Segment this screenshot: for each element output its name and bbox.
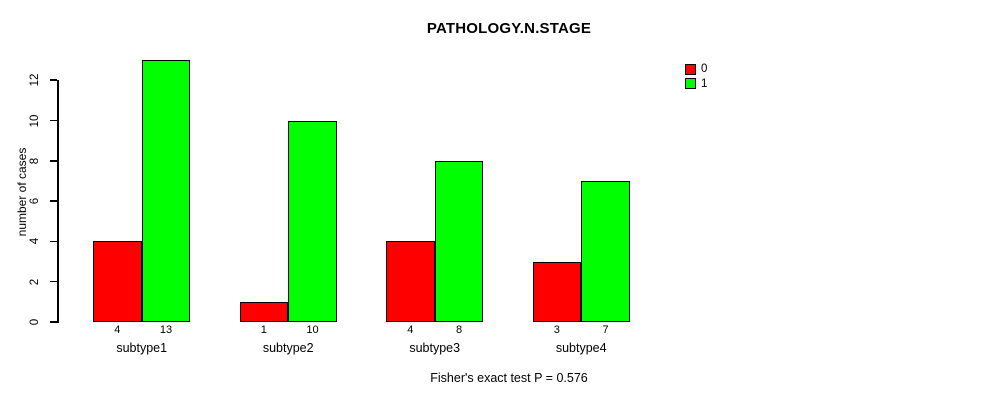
category-label-subtype1: subtype1 — [116, 341, 168, 355]
bar-count-subtype3-series1: 8 — [455, 324, 463, 336]
legend-label-1: 1 — [701, 77, 708, 90]
bar-count-subtype2-series0: 1 — [260, 324, 267, 336]
y-tick-mark — [50, 160, 57, 162]
y-tick-mark — [50, 280, 57, 283]
y-tick-mark — [50, 200, 57, 202]
legend-row-0: 0 — [685, 63, 707, 75]
legend-swatch-1 — [685, 78, 696, 89]
bar-subtype4-series1 — [581, 180, 630, 322]
chart-title: PATHOLOGY.N.STAGE — [426, 20, 592, 37]
bar-count-subtype2-series1: 10 — [306, 324, 319, 336]
category-label-subtype2: subtype2 — [262, 341, 314, 355]
bar-subtype3-series0 — [386, 241, 435, 322]
bar-subtype1-series0 — [93, 241, 142, 322]
legend-label-0: 0 — [701, 63, 708, 75]
y-tick-label: 12 — [29, 73, 41, 87]
bar-subtype2-series1 — [288, 120, 337, 322]
bar-subtype2-series0 — [239, 301, 289, 322]
y-tick-label: 2 — [29, 278, 41, 285]
y-tick-mark — [50, 119, 57, 122]
bar-count-subtype1-series1: 13 — [159, 324, 173, 336]
bar-count-subtype1-series0: 4 — [114, 324, 121, 336]
category-label-subtype4: subtype4 — [555, 341, 607, 355]
y-tick-mark — [50, 321, 57, 323]
y-tick-label: 6 — [29, 197, 41, 205]
y-tick-mark — [50, 240, 57, 243]
bar-subtype1-series1 — [141, 60, 191, 322]
bar-subtype3-series1 — [434, 160, 484, 322]
category-label-subtype3: subtype3 — [409, 341, 461, 355]
legend-swatch-0 — [685, 63, 696, 75]
y-tick-label: 0 — [29, 318, 41, 326]
y-tick-label: 10 — [29, 114, 41, 127]
y-axis-line — [57, 80, 59, 323]
bar-count-subtype4-series0: 3 — [553, 324, 560, 336]
legend-row-1: 1 — [685, 78, 707, 90]
y-tick-label: 8 — [29, 157, 41, 164]
y-axis-title: number of cases — [15, 147, 29, 237]
y-tick-mark — [50, 79, 57, 81]
annotation-fishers-test: Fisher's exact test P = 0.576 — [430, 371, 588, 385]
bar-count-subtype4-series1: 7 — [602, 324, 609, 336]
bar-count-subtype3-series0: 4 — [407, 324, 414, 336]
bar-subtype4-series0 — [532, 261, 582, 322]
y-tick-label: 4 — [29, 238, 41, 245]
